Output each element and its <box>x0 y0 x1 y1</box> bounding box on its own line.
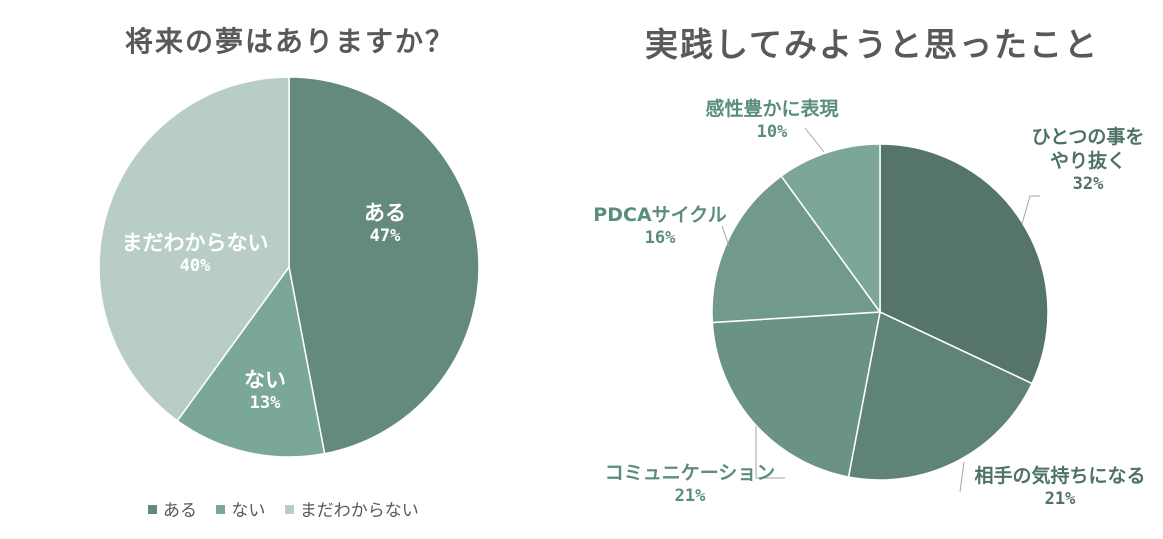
chart1-title: 将来の夢はありますか？ <box>124 25 455 58</box>
chart2-leader-line-3 <box>721 225 730 247</box>
chart2-leader-line-2 <box>755 426 785 479</box>
chart2-leader-line-4 <box>804 127 825 153</box>
chart1-slice-1 <box>176 265 326 458</box>
legend-item-mada: まだわからない <box>284 496 419 521</box>
chart2-slice-2 <box>711 311 881 478</box>
chart2-slice-0 <box>879 143 1049 385</box>
legend-item-nai: ない <box>216 496 265 521</box>
chart1-legend: ある ない まだわからない <box>148 496 433 521</box>
chart2-slice-3 <box>711 175 882 324</box>
chart2-label-comm: コミュニケーション 21% <box>604 462 776 506</box>
chart1-label-aru: ある 47% <box>364 201 406 247</box>
legend-item-aru: ある <box>148 496 197 521</box>
chart1-slice-2 <box>98 76 290 422</box>
chart2-label-aite: 相手の気持ちになる 21% <box>974 465 1146 509</box>
legend-swatch <box>284 504 294 514</box>
chart2-label-kansei: 感性豊かに表現 10% <box>705 98 839 142</box>
chart2-slice-4 <box>780 143 881 315</box>
chart2-label-pdca: PDCAサイクル 16% <box>593 204 727 248</box>
chart2-leader-line-0 <box>1021 195 1040 225</box>
legend-swatch <box>216 504 226 514</box>
chart2-title: 実践してみようと思ったこと <box>644 25 1099 64</box>
chart1-label-mada: まだわからない 40% <box>121 231 269 277</box>
chart1-label-nai: ない 13% <box>244 368 286 414</box>
chart2-label-yarinuku: ひとつの事を やり抜く 32% <box>1031 126 1145 194</box>
chart1-slice-0 <box>288 76 480 455</box>
chart2-leader-line-1 <box>959 461 965 493</box>
legend-swatch <box>148 504 157 514</box>
chart2-slice-1 <box>847 310 1034 481</box>
